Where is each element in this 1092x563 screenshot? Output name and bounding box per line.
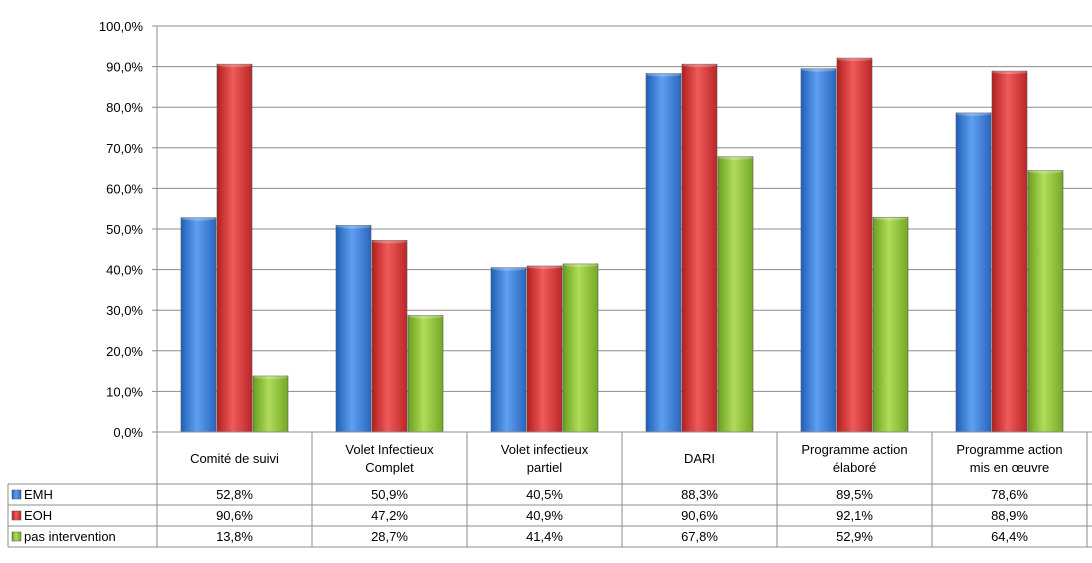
legend-swatch xyxy=(11,510,22,521)
bar-emh xyxy=(645,73,682,433)
category-label: Volet infectieux xyxy=(501,442,589,457)
bar-eoh xyxy=(836,57,873,433)
bar-highlight xyxy=(372,239,407,244)
data-label: 41,4% xyxy=(526,529,563,544)
data-label: 40,5% xyxy=(526,487,563,502)
y-tick-label: 80,0% xyxy=(106,100,143,115)
bar-eoh xyxy=(216,63,253,433)
data-label: 52,8% xyxy=(216,487,253,502)
bar-emh xyxy=(955,112,992,433)
bar-highlight xyxy=(253,374,288,379)
bar-highlight xyxy=(217,63,252,68)
bar-highlight xyxy=(682,63,717,68)
bar-emh xyxy=(800,68,837,433)
data-label: 67,8% xyxy=(681,529,718,544)
category-label: Programme action xyxy=(801,442,907,457)
legend-label: EOH xyxy=(24,508,52,523)
category-label: Volet Infectieux xyxy=(345,442,434,457)
bar-highlight xyxy=(527,264,562,269)
data-label: 90,6% xyxy=(216,508,253,523)
y-tick-label: 50,0% xyxy=(106,222,143,237)
bar-highlight xyxy=(1028,169,1063,174)
data-label: 89,5% xyxy=(836,487,873,502)
data-label: 47,2% xyxy=(371,508,408,523)
bar-highlight xyxy=(408,314,443,319)
y-axis-tick-labels: 0,0% 10,0% 20,0% 30,0% 40,0% 50,0% 60,0% 70,0% 8… xyxy=(99,19,144,440)
bar-eoh xyxy=(371,240,408,433)
bar-highlight xyxy=(491,266,526,271)
bar-highlight xyxy=(181,216,216,221)
y-tick-label: 90,0% xyxy=(106,60,143,75)
bar-eoh xyxy=(681,63,718,433)
bar-highlight xyxy=(718,155,753,160)
data-label: 50,9% xyxy=(371,487,408,502)
data-label: 13,8% xyxy=(216,529,253,544)
bar-eoh xyxy=(991,70,1028,433)
y-tick-label: 0,0% xyxy=(113,425,143,440)
legend-swatch xyxy=(11,531,22,542)
data-label: 28,7% xyxy=(371,529,408,544)
bar-pas-intervention xyxy=(1027,170,1064,433)
y-tick-label: 20,0% xyxy=(106,344,143,359)
bars xyxy=(180,57,1064,433)
bar-pas-intervention xyxy=(407,315,444,433)
y-tick-label: 10,0% xyxy=(106,384,143,399)
bar-highlight xyxy=(992,70,1027,75)
category-label: mis en œuvre xyxy=(970,460,1049,475)
data-label: 88,9% xyxy=(991,508,1028,523)
bar-pas-intervention xyxy=(872,216,909,433)
data-label: 52,9% xyxy=(836,529,873,544)
bar-pas-intervention xyxy=(252,375,289,433)
data-label: 64,4% xyxy=(991,529,1028,544)
y-tick-label: 100,0% xyxy=(99,19,144,34)
gridlines xyxy=(152,25,1092,433)
bar-highlight xyxy=(956,111,991,116)
category-label: partiel xyxy=(527,460,563,475)
category-label: Programme action xyxy=(956,442,1062,457)
category-label: DARI xyxy=(684,451,715,466)
bar-emh xyxy=(490,267,527,433)
bar-emh xyxy=(180,217,217,433)
bar-eoh xyxy=(526,265,563,433)
legend-label: EMH xyxy=(24,487,53,502)
bar-pas-intervention xyxy=(717,156,754,433)
bar-highlight xyxy=(563,262,598,267)
y-tick-label: 40,0% xyxy=(106,263,143,278)
y-tick-label: 60,0% xyxy=(106,181,143,196)
bar-emh xyxy=(335,225,372,433)
data-label: 78,6% xyxy=(991,487,1028,502)
legend-label: pas intervention xyxy=(24,529,116,544)
legend-swatch xyxy=(11,489,22,500)
category-label: Comité de suivi xyxy=(190,451,279,466)
bar-highlight xyxy=(646,72,681,77)
bar-highlight xyxy=(837,57,872,62)
category-label: Complet xyxy=(365,460,414,475)
category-label: élaboré xyxy=(833,460,876,475)
bar-highlight xyxy=(336,224,371,229)
y-tick-label: 30,0% xyxy=(106,303,143,318)
data-table: Comité de suivi Volet Infectieux Complet Vo… xyxy=(7,431,1092,548)
data-label: 92,1% xyxy=(836,508,873,523)
data-label: 88,3% xyxy=(681,487,718,502)
data-label: 40,9% xyxy=(526,508,563,523)
bar-highlight xyxy=(873,216,908,221)
data-label: 90,6% xyxy=(681,508,718,523)
y-tick-label: 70,0% xyxy=(106,141,143,156)
bar-highlight xyxy=(801,67,836,72)
bar-pas-intervention xyxy=(562,263,599,433)
